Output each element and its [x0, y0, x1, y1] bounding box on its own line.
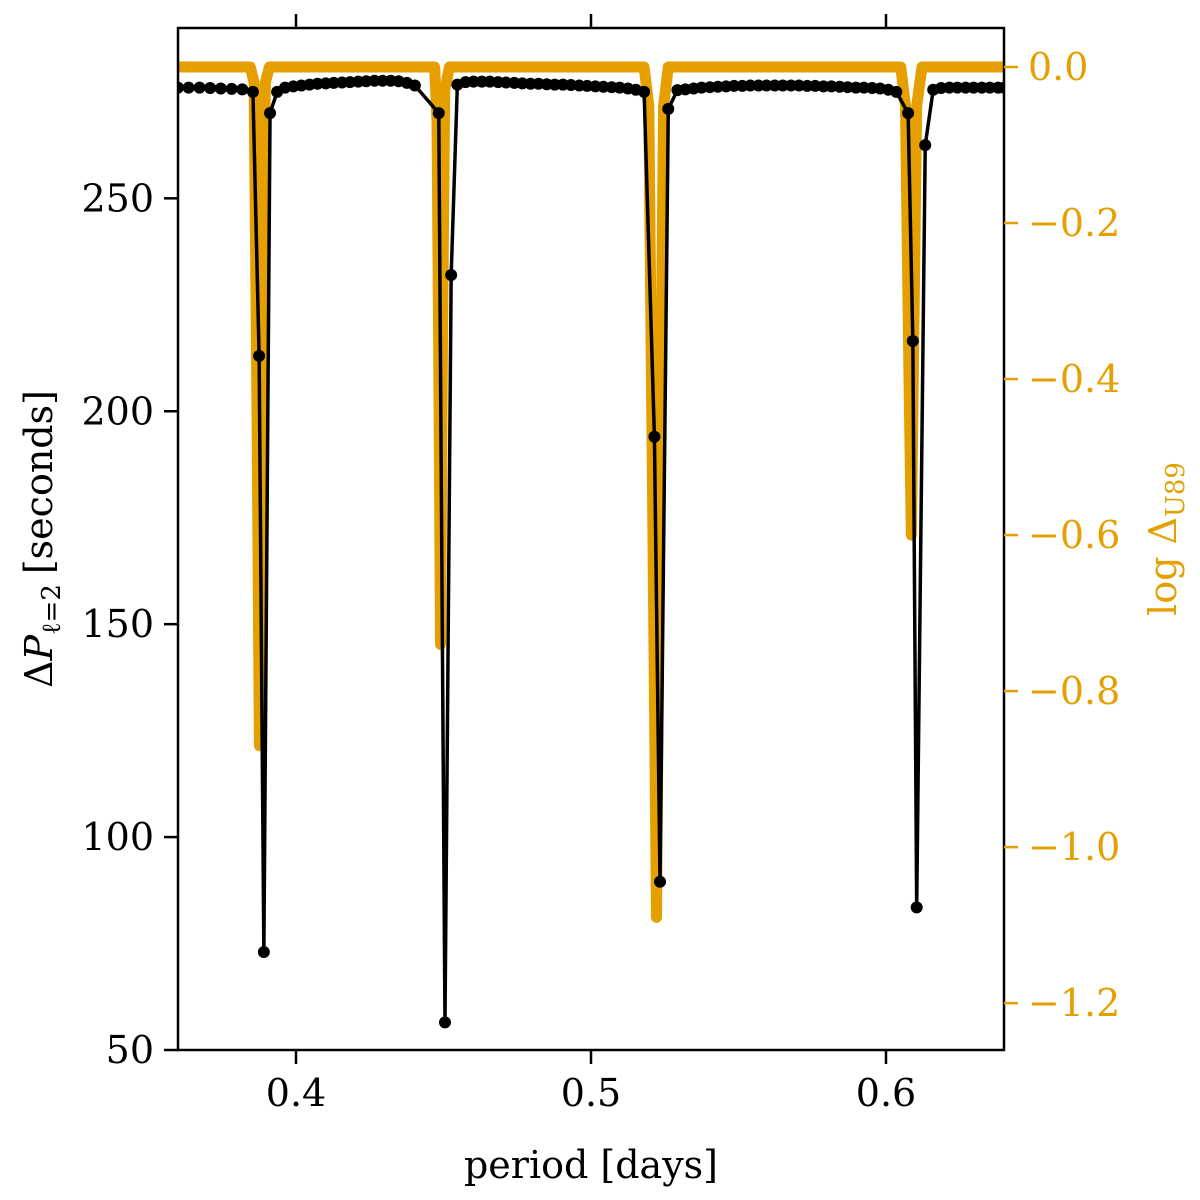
period-spacing-point: [178, 81, 184, 94]
right-tick-label: −0.2: [1028, 201, 1120, 245]
x-tick-label: 0.4: [266, 1071, 326, 1115]
period-spacing-point: [919, 139, 932, 152]
left-tick-label: 200: [81, 389, 154, 433]
right-y-axis-title-prefix: log Δ: [1141, 517, 1185, 616]
period-spacing-point: [408, 79, 421, 92]
period-spacing-point: [967, 81, 980, 94]
period-spacing-point: [662, 102, 675, 115]
x-axis: 0.4 0.5 0.6: [266, 14, 916, 1115]
series-layer: [178, 61, 1004, 1029]
right-tick-label: 0.0: [1028, 45, 1088, 89]
x-tick-label: 0.6: [856, 1071, 916, 1115]
right-tick-label: −0.6: [1028, 513, 1120, 557]
left-y-axis-title-symbol: P: [17, 634, 61, 662]
left-tick-label: 250: [81, 176, 154, 220]
period-spacing-point: [890, 85, 903, 98]
period-spacing-point: [236, 83, 249, 96]
left-tick-label: 100: [81, 815, 154, 859]
period-spacing-point: [998, 81, 1004, 94]
right-tick-label: −0.4: [1028, 357, 1120, 401]
right-y-axis-title-subscript: U89: [1161, 462, 1191, 517]
right-tick-label: −0.8: [1028, 669, 1120, 713]
right-y-axis-title: log ΔU89: [1141, 462, 1191, 616]
left-y-axis: 50 100 150 200 250: [81, 176, 178, 1072]
period-spacing-point: [728, 79, 741, 92]
log-delta-line: [178, 61, 1004, 923]
left-tick-label: 50: [106, 1028, 154, 1072]
period-spacing-point: [638, 85, 651, 98]
period-spacing-point: [910, 901, 923, 914]
period-spacing-point: [744, 79, 757, 92]
period-spacing-point: [376, 74, 389, 87]
period-spacing-point: [776, 79, 789, 92]
period-spacing-point: [445, 268, 458, 281]
left-y-axis-title-subscript: ℓ=2: [37, 584, 67, 635]
period-spacing-point: [648, 430, 661, 443]
x-tick-label: 0.5: [561, 1071, 621, 1115]
period-spacing-point: [983, 81, 996, 94]
left-y-axis-title: ΔPℓ=2 [seconds]: [17, 390, 67, 688]
period-spacing-point: [902, 107, 915, 120]
right-tick-label: −1.2: [1028, 981, 1120, 1025]
period-spacing-point: [906, 334, 919, 347]
period-spacing-point: [225, 82, 238, 95]
period-spacing-line: [178, 79, 1004, 1025]
right-tick-label: −1.0: [1028, 825, 1120, 869]
left-y-axis-title-delta: Δ: [17, 661, 61, 688]
period-spacing-point: [951, 81, 964, 94]
period-spacing-point: [467, 75, 480, 88]
x-axis-title: period [days]: [464, 1143, 718, 1187]
period-spacing-point: [182, 81, 195, 94]
left-y-axis-title-unit: [seconds]: [17, 390, 61, 574]
period-spacing-point: [438, 1016, 451, 1029]
period-spacing-point: [204, 82, 217, 95]
period-spacing-point: [253, 349, 266, 362]
period-spacing-point: [246, 85, 259, 98]
period-spacing-point: [257, 946, 270, 959]
axes-frame: [176, 26, 1006, 1052]
left-tick-label: 150: [81, 602, 154, 646]
period-spacing-point: [654, 875, 667, 888]
right-y-axis: 0.0 −0.2 −0.4 −0.6 −0.8 −1.0 −1.2: [1004, 45, 1120, 1025]
period-spacing-point: [548, 78, 561, 91]
period-spacing-point: [193, 81, 206, 94]
period-spacing-point: [264, 107, 277, 120]
period-spacing-point: [214, 82, 227, 95]
period-spacing-point: [432, 107, 445, 120]
period-spacing-point: [760, 79, 773, 92]
